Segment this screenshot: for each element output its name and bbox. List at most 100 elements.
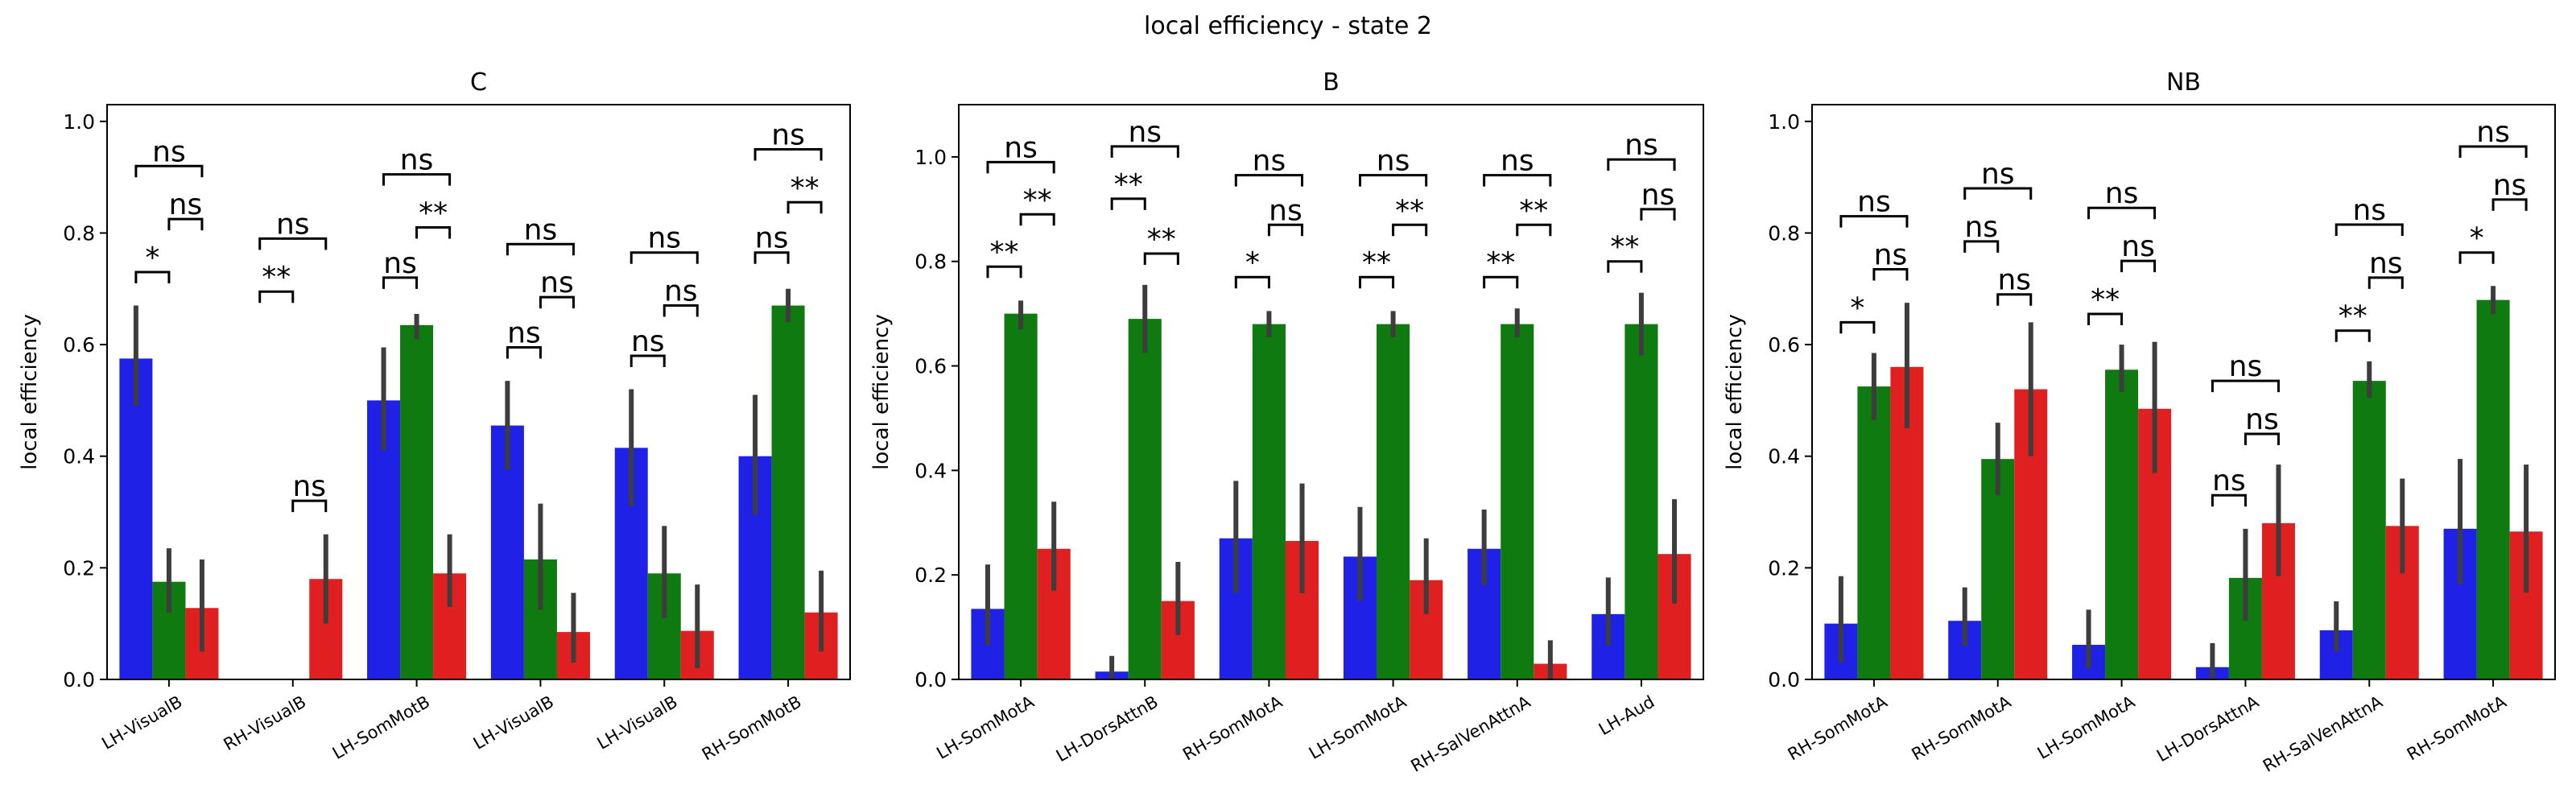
x-tick-label: LH-VisualB: [470, 692, 557, 753]
significance-label: ns: [276, 208, 310, 241]
significance-label: ns: [771, 118, 805, 151]
significance-label: **: [1486, 246, 1515, 279]
significance-bracket: [1392, 223, 1428, 237]
significance-label: ns: [169, 188, 203, 221]
x-tick-label: RH-SomMotA: [1909, 691, 2015, 764]
significance-label: *: [2470, 222, 2484, 255]
significance-label: **: [1114, 168, 1143, 201]
significance-label: ns: [1624, 129, 1658, 162]
chart-panel: NB local efficiency 0.0 0.2 0.4 0.6 0.8 1.0 * ns n…: [1723, 68, 2556, 776]
axes-frame: [106, 104, 851, 680]
x-tick-label: LH-VisualB: [98, 692, 185, 753]
significance-label: ns: [755, 222, 789, 255]
significance-bracket: [1358, 174, 1428, 187]
y-axis-label: local efficiency: [1723, 314, 1747, 470]
significance-bracket: [1607, 158, 1676, 171]
significance-bracket: [1839, 320, 1876, 334]
y-tick-label: 0.4: [914, 459, 947, 482]
significance-bracket: [506, 346, 542, 359]
significance-bracket: [2458, 251, 2495, 264]
bar: [1377, 324, 1410, 679]
significance-bracket: [1234, 174, 1304, 187]
significance-bracket: [1110, 145, 1179, 158]
significance-bracket: [1143, 252, 1179, 265]
significance-label: **: [262, 261, 291, 294]
y-tick-label: 1.0: [63, 110, 95, 134]
significance-bracket: [2211, 379, 2280, 393]
bar: [771, 305, 805, 679]
significance-label: **: [1395, 194, 1424, 227]
significance-bracket: [1483, 174, 1552, 187]
bar: [119, 358, 153, 679]
significance-bracket: [1483, 275, 1519, 289]
x-tick-label: RH-SomMotA: [2404, 691, 2510, 764]
y-tick-label: 0.0: [1768, 668, 1800, 691]
significance-bracket: [167, 217, 204, 231]
significance-bracket: [1358, 275, 1395, 289]
y-tick-label: 0.0: [63, 668, 95, 691]
y-tick-label: 0.2: [63, 556, 95, 580]
significance-bracket: [415, 226, 452, 239]
significance-bracket: [753, 147, 823, 161]
significance-label: ns: [1981, 158, 2015, 191]
bar: [2105, 369, 2139, 679]
significance-label: ns: [540, 266, 574, 299]
x-tick-label: LH-DorsAttnA: [2153, 691, 2262, 766]
panel-title: B: [1323, 68, 1340, 97]
significance-label: **: [1147, 223, 1176, 256]
significance-label: ns: [152, 135, 186, 168]
significance-bracket: [1963, 187, 2033, 200]
bar: [2476, 299, 2510, 679]
significance-label: ns: [2493, 169, 2527, 202]
significance-label: ns: [647, 222, 681, 255]
significance-bracket: [134, 164, 204, 178]
significance-label: ns: [1857, 186, 1891, 219]
significance-bracket: [1640, 208, 1676, 221]
figure-title: local efficiency - state 2: [1144, 12, 1432, 40]
axes-frame: [958, 104, 1704, 680]
significance-label: ns: [1004, 131, 1038, 164]
y-tick-label: 0.0: [914, 668, 947, 691]
bar: [1981, 459, 2015, 679]
significance-bracket: [2244, 432, 2280, 445]
y-tick-label: 0.6: [914, 355, 947, 378]
x-tick-label: RH-SalVenAttnA: [2260, 691, 2386, 776]
significance-bracket: [663, 304, 699, 317]
significance-label: ns: [1997, 264, 2031, 297]
x-tick-label: LH-SomMotA: [933, 691, 1038, 763]
significance-bracket: [630, 251, 699, 264]
x-tick-label: LH-Aud: [1596, 692, 1657, 740]
significance-bracket: [753, 251, 790, 264]
significance-bracket: [2334, 223, 2404, 237]
bar: [1857, 386, 1891, 679]
x-tick-label: RH-SomMotB: [699, 692, 805, 765]
significance-bracket: [258, 290, 295, 303]
significance-bracket: [291, 499, 328, 513]
significance-bracket: [1019, 213, 1055, 226]
x-tick-label: RH-SomMotA: [1785, 691, 1891, 764]
bar: [1128, 319, 1162, 679]
significance-label: ns: [2105, 177, 2139, 210]
significance-label: ns: [2352, 194, 2386, 227]
significance-label: ns: [383, 247, 417, 280]
y-tick-label: 0.8: [1768, 221, 1800, 245]
significance-label: **: [419, 197, 448, 230]
significance-bracket: [506, 242, 575, 256]
significance-bracket: [258, 237, 328, 250]
axes-frame: [1811, 104, 2556, 680]
significance-label: ns: [1253, 145, 1286, 178]
significance-label: ns: [2229, 350, 2263, 383]
bar: [2352, 381, 2386, 679]
significance-bracket: [2087, 206, 2157, 220]
significance-label: ns: [2245, 403, 2279, 436]
significance-bracket: [2334, 329, 2371, 342]
significance-label: *: [1850, 291, 1864, 324]
significance-bracket: [134, 270, 171, 283]
significance-label: ns: [1501, 145, 1534, 178]
y-tick-label: 0.8: [914, 250, 947, 274]
bar: [1252, 324, 1286, 679]
significance-label: **: [1023, 184, 1052, 217]
significance-label: ns: [2212, 464, 2246, 497]
